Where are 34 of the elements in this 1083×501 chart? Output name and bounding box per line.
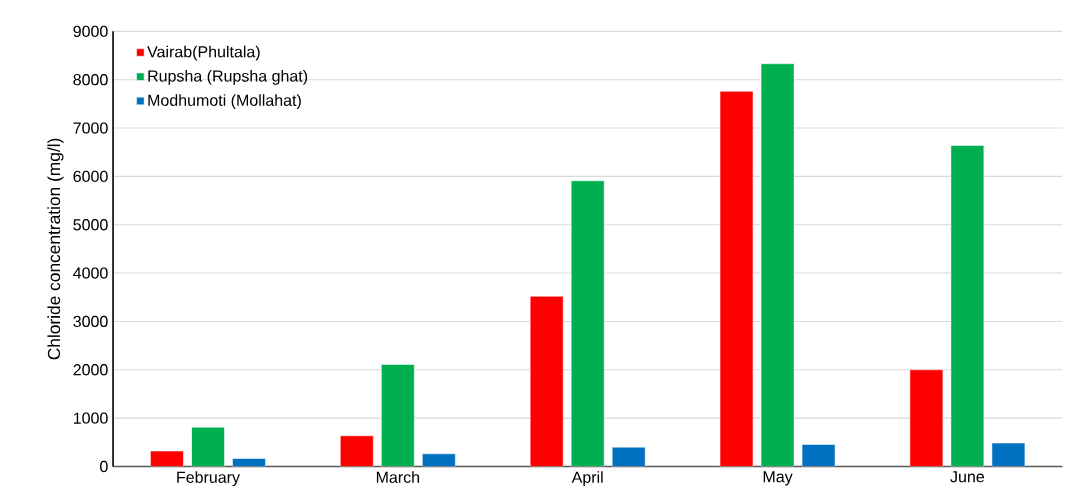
bar bbox=[611, 446, 646, 467]
bar bbox=[909, 369, 944, 467]
x-tick-label: June bbox=[950, 470, 985, 483]
x-tick-label: February bbox=[177, 470, 240, 486]
y-tick-label: 7000 bbox=[73, 122, 108, 134]
bar bbox=[150, 450, 184, 467]
y-tick-label: 1000 bbox=[73, 412, 108, 424]
bar bbox=[191, 426, 225, 467]
bar bbox=[381, 363, 415, 467]
y-tick-label: 3000 bbox=[73, 315, 108, 327]
bar bbox=[950, 144, 985, 467]
y-tick-label: 8000 bbox=[73, 73, 108, 86]
y-tick-label: 6000 bbox=[73, 170, 108, 182]
bar bbox=[340, 435, 374, 467]
x-tick-label: March bbox=[376, 470, 420, 483]
y-tick-label: 5000 bbox=[73, 218, 108, 231]
bar bbox=[570, 180, 605, 467]
x-tick-label: April bbox=[571, 470, 603, 486]
y-tick-label: 2000 bbox=[73, 363, 108, 376]
legend-label: Rupsha (Rupsha ghat) bbox=[148, 69, 308, 85]
legend-label: Modhumoti (Mollahat) bbox=[148, 93, 301, 109]
y-tick-label: 9000 bbox=[73, 25, 108, 37]
bar bbox=[991, 442, 1026, 467]
bar bbox=[422, 453, 456, 467]
bar bbox=[232, 457, 266, 467]
bar bbox=[719, 90, 754, 467]
y-tick-label: 4000 bbox=[73, 267, 108, 279]
legend-label: Vairab(Phultala) bbox=[147, 45, 260, 61]
y-tick-label: 0 bbox=[100, 460, 108, 472]
bar bbox=[760, 63, 795, 467]
bar bbox=[801, 443, 836, 467]
y-axis-title: Chloride concentration (mg/l) bbox=[47, 138, 64, 360]
bar bbox=[529, 295, 564, 467]
x-tick-label: May bbox=[763, 470, 793, 486]
